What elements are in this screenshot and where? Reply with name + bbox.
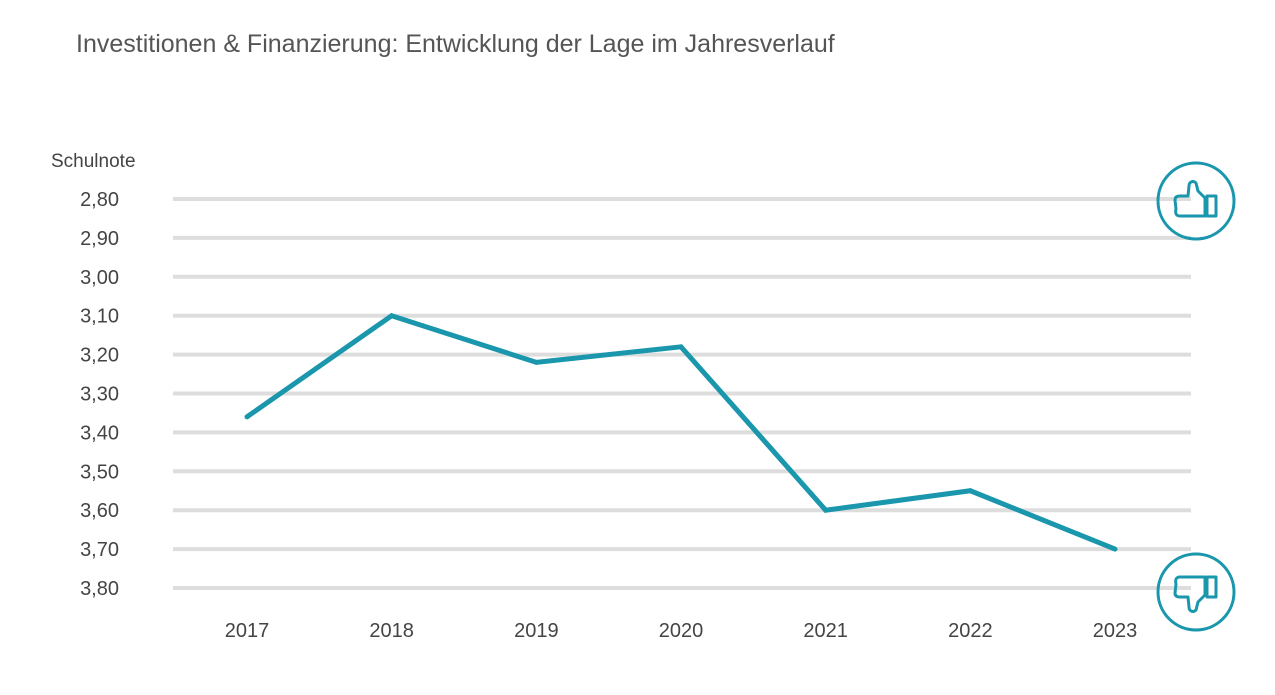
x-tick-label: 2023 [1093,620,1138,642]
data-point [678,344,684,350]
data-point [1112,546,1118,552]
y-tick-label: 3,80 [80,578,119,600]
data-point [533,359,539,365]
data-point [823,507,829,513]
x-tick-label: 2020 [659,620,704,642]
y-tick-label: 2,90 [80,228,119,250]
y-tick-label: 3,70 [80,539,119,561]
gridlines [173,197,1191,590]
y-tick-label: 3,00 [80,267,119,289]
chart-title: Investitionen & Finanzierung: Entwicklun… [76,30,835,58]
x-tick-label: 2017 [225,620,270,642]
y-tick-label: 3,50 [80,461,119,483]
y-tick-labels: 2,80 2,90 3,00 3,10 3,20 3,30 3,40 3,50 3,60 3,70… [80,189,119,600]
y-tick-label: 2,80 [80,189,119,211]
thumbs-down-icon [1156,552,1236,632]
x-tick-label: 2019 [514,620,559,642]
y-axis-label: Schulnote [51,151,136,172]
y-tick-label: 3,40 [80,422,119,444]
y-tick-label: 3,60 [80,500,119,522]
x-tick-label: 2018 [369,620,414,642]
x-tick-labels: 2017 2018 2019 2020 2021 2022 2023 [225,620,1138,642]
y-tick-label: 3,20 [80,345,119,367]
y-tick-label: 3,30 [80,384,119,406]
data-point [244,414,250,420]
thumbs-up-icon [1156,161,1236,241]
data-point [967,488,973,494]
y-tick-label: 3,10 [80,306,119,328]
series-group [244,312,1118,552]
x-tick-label: 2021 [803,620,848,642]
x-tick-label: 2022 [948,620,993,642]
data-point [389,313,395,319]
